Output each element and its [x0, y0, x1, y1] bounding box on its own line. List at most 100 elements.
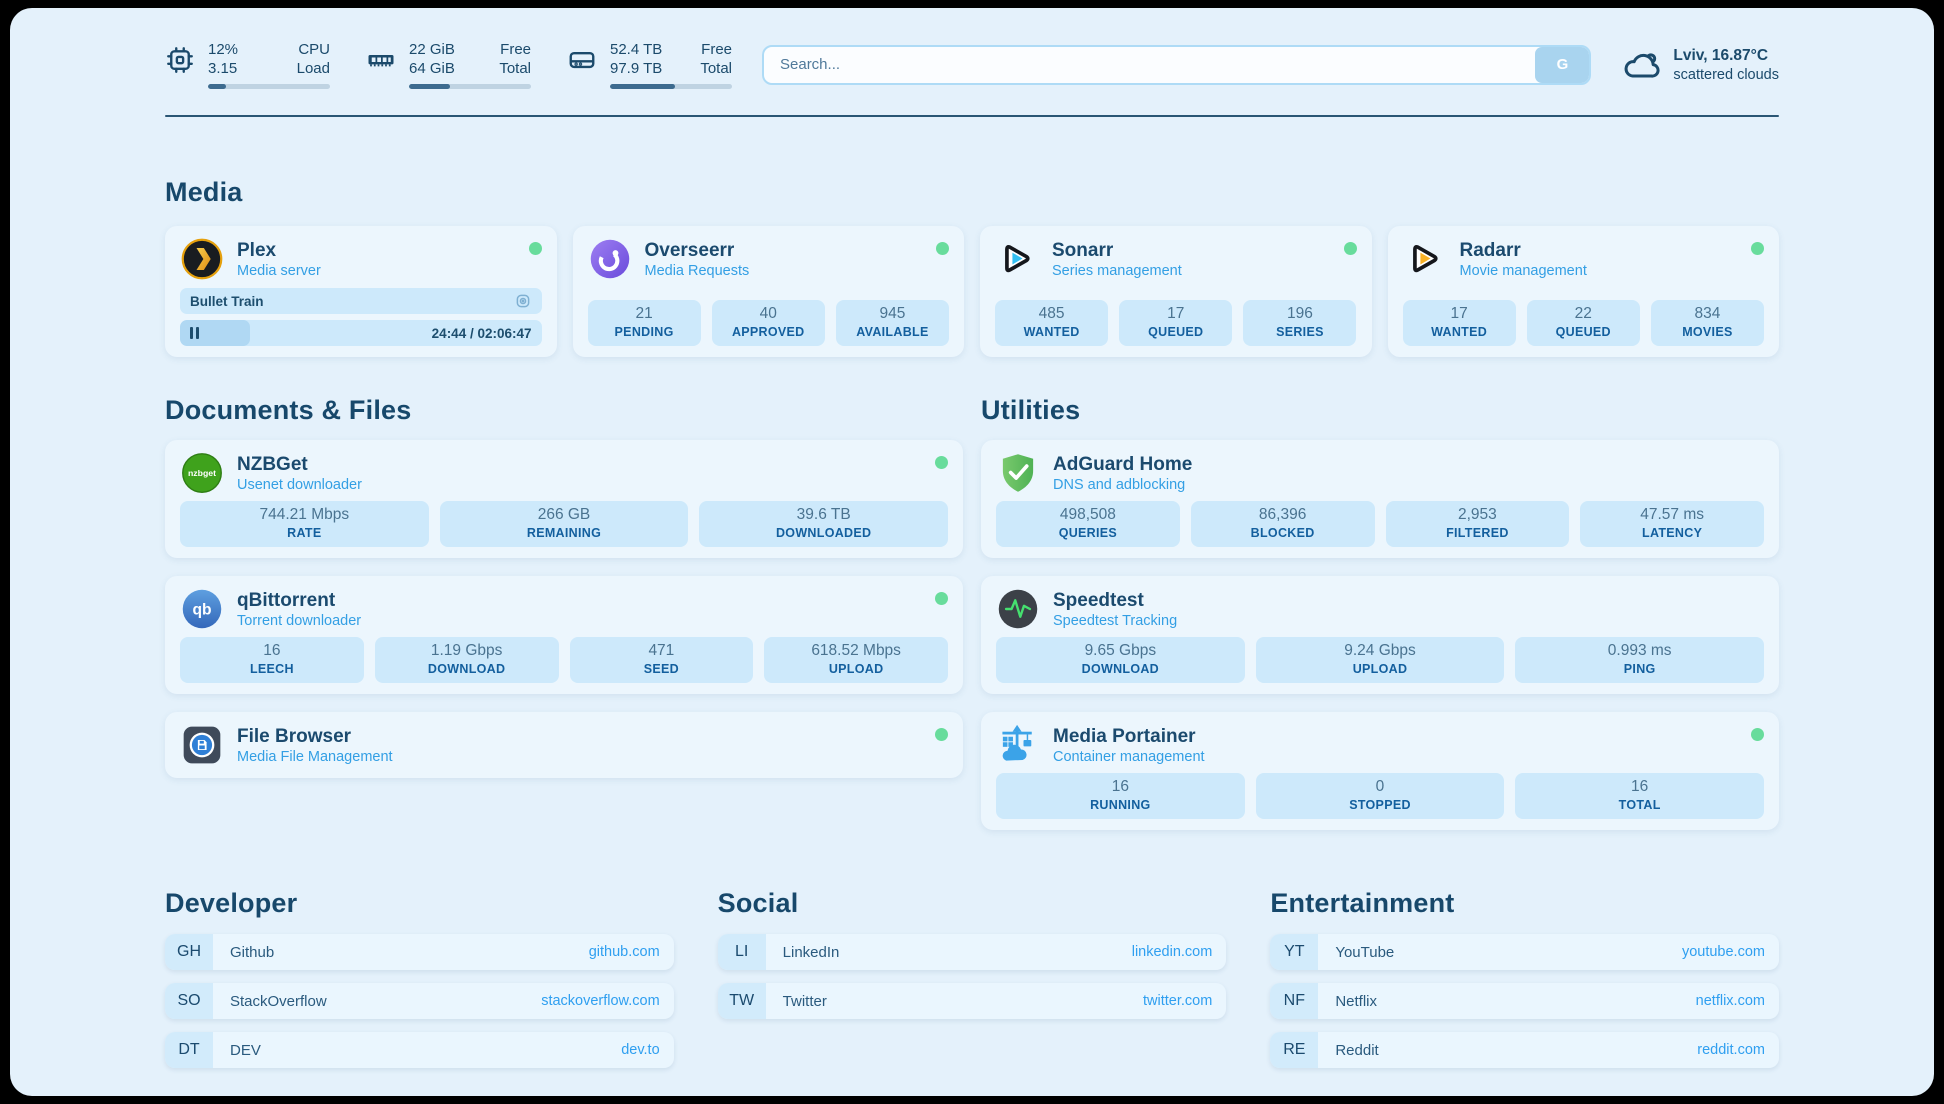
stat-value: 498,508 [1059, 506, 1116, 523]
bookmarks-social: Social LI LinkedIn linkedin.com TW Twitt… [717, 888, 1227, 1068]
resource-value: 64 GiB [409, 60, 455, 77]
service-card-plex[interactable]: Plex Media server Bullet Train 24:44 / 0… [165, 226, 557, 357]
nzbget-icon: nzbget [182, 453, 222, 493]
stat-box: 16 RUNNING [996, 773, 1245, 819]
stat-value: 40 [759, 305, 777, 322]
bookmark-row-dev[interactable]: DT DEV dev.to [165, 1032, 674, 1068]
stat-box: 16 TOTAL [1515, 773, 1764, 819]
overseerr-icon [590, 239, 629, 279]
stat-box: 40 APPROVED [711, 300, 825, 346]
ram-resource: 22 GiB Free 64 GiB Total [366, 40, 531, 89]
dashboard-page: 12% CPU 3.15 Load [10, 8, 1934, 1096]
search-input[interactable] [764, 46, 1536, 83]
stat-box: 485 WANTED [995, 300, 1109, 346]
resource-label: Free [701, 41, 732, 58]
bookmark-row-linkedin[interactable]: LI LinkedIn linkedin.com [717, 934, 1227, 970]
now-playing-title: Bullet Train [190, 293, 264, 309]
service-card-qbittorrent[interactable]: qb qBittorrent Torrent downloader 16 LEE… [165, 576, 963, 694]
bookmark-name: YouTube [1335, 943, 1395, 961]
stat-box: 618.52 Mbps UPLOAD [764, 637, 948, 683]
resource-row: 52.4 TB Free [610, 40, 732, 59]
stat-label: UPLOAD [828, 662, 884, 676]
portainer-icon [1002, 724, 1032, 761]
stat-label: WANTED [1023, 325, 1080, 339]
stat-value: 744.21 Mbps [259, 506, 350, 523]
stat-box: 0 STOPPED [1255, 773, 1505, 819]
resource-value: 3.15 [208, 60, 238, 77]
disk-icon [569, 51, 595, 69]
stat-value: 21 [635, 305, 653, 322]
resource-label: Total [499, 60, 531, 77]
service-card-portainer[interactable]: Media Portainer Container management 16 … [981, 712, 1779, 830]
pause-icon [190, 327, 199, 339]
stat-box: 39.6 TB DOWNLOADED [699, 501, 948, 547]
resource-value: 22 GiB [409, 41, 455, 58]
bookmark-row-netflix[interactable]: NF Netflix netflix.com [1270, 983, 1779, 1019]
playback-progress-fill [180, 320, 251, 346]
stat-label: BLOCKED [1250, 526, 1315, 540]
documents-column: Documents & Files nzbget NZBGet Usenet d… [165, 395, 963, 830]
svg-text:qb: qb [192, 602, 211, 619]
cpu-icon [167, 47, 193, 73]
resource-label: Load [296, 60, 330, 77]
stat-value: 39.6 TB [796, 506, 851, 523]
status-dot [935, 456, 948, 469]
bookmark-url: reddit.com [1697, 1042, 1765, 1058]
ram-progressbar [409, 84, 531, 89]
stat-box: 47.57 ms LATENCY [1580, 501, 1764, 547]
stat-box: 86,396 BLOCKED [1190, 501, 1375, 547]
bookmark-abbr: TW [717, 983, 766, 1019]
resource-value: 12% [208, 41, 239, 58]
weather-widget: Lviv, 16.87°C scattered clouds [1621, 45, 1779, 85]
stat-box: 16 LEECH [180, 637, 364, 683]
bookmark-row-twitter[interactable]: TW Twitter twitter.com [717, 983, 1227, 1019]
stat-label: UPLOAD [1352, 662, 1408, 676]
search-provider-button[interactable]: G [1535, 46, 1590, 83]
stat-value: 834 [1694, 305, 1721, 322]
stat-label: WANTED [1431, 325, 1488, 339]
stat-value: 9.65 Gbps [1084, 642, 1157, 659]
service-card-adguard[interactable]: AdGuard Home DNS and adblocking 498,508 … [981, 440, 1779, 558]
service-card-nzbget[interactable]: nzbget NZBGet Usenet downloader 744.21 M… [165, 440, 963, 558]
bookmark-abbr: RE [1270, 1032, 1319, 1068]
bookmark-name: Twitter [782, 992, 827, 1010]
bookmark-url: github.com [588, 944, 660, 960]
status-dot [1343, 242, 1357, 255]
disk-progress-fill [610, 84, 675, 89]
resource-row: 22 GiB Free [409, 40, 531, 59]
bookmark-row-stackoverflow[interactable]: SO StackOverflow stackoverflow.com [165, 983, 674, 1019]
bookmark-abbr: SO [165, 983, 213, 1019]
status-dot [935, 728, 948, 741]
service-card-speedtest[interactable]: Speedtest Speedtest Tracking 9.65 Gbps D… [981, 576, 1779, 694]
stat-label: PING [1623, 662, 1656, 676]
media-grid: Plex Media server Bullet Train 24:44 / 0… [165, 226, 1779, 357]
service-card-radarr[interactable]: Radarr Movie management 17 WANTED 22 QUE… [1387, 226, 1779, 357]
bookmark-row-reddit[interactable]: RE Reddit reddit.com [1270, 1032, 1779, 1068]
bookmark-row-youtube[interactable]: YT YouTube youtube.com [1270, 934, 1779, 970]
service-card-filebrowser[interactable]: File Browser Media File Management [165, 712, 963, 778]
stat-value: 16 [1111, 778, 1129, 795]
service-card-overseerr[interactable]: Overseerr Media Requests 21 PENDING 40 A… [572, 226, 964, 357]
weather-condition: scattered clouds [1673, 66, 1779, 83]
stat-box: 498,508 QUERIES [996, 501, 1180, 547]
bookmark-abbr: NF [1270, 983, 1319, 1019]
stat-box: 9.24 Gbps UPLOAD [1255, 637, 1505, 683]
now-playing-icon [516, 294, 529, 308]
bookmark-row-github[interactable]: GH Github github.com [165, 934, 674, 970]
stat-label: SEED [643, 662, 679, 676]
stat-label: QUEUED [1555, 325, 1611, 339]
bookmark-abbr: LI [717, 934, 766, 970]
status-dot [528, 242, 542, 255]
stat-value: 17 [1167, 305, 1185, 322]
bookmark-url: dev.to [621, 1042, 660, 1058]
stat-label: MOVIES [1682, 325, 1733, 339]
stat-label: LEECH [249, 662, 294, 676]
stat-label: AVAILABLE [856, 325, 929, 339]
stat-value: 17 [1450, 305, 1468, 322]
stat-value: 196 [1286, 305, 1313, 322]
stat-value: 1.19 Gbps [430, 642, 503, 659]
service-card-sonarr[interactable]: Sonarr Series management 485 WANTED 17 Q… [980, 226, 1372, 357]
stat-box: 744.21 Mbps RATE [180, 501, 429, 547]
stat-label: REMAINING [526, 526, 602, 540]
now-playing-row: Bullet Train [180, 288, 542, 314]
